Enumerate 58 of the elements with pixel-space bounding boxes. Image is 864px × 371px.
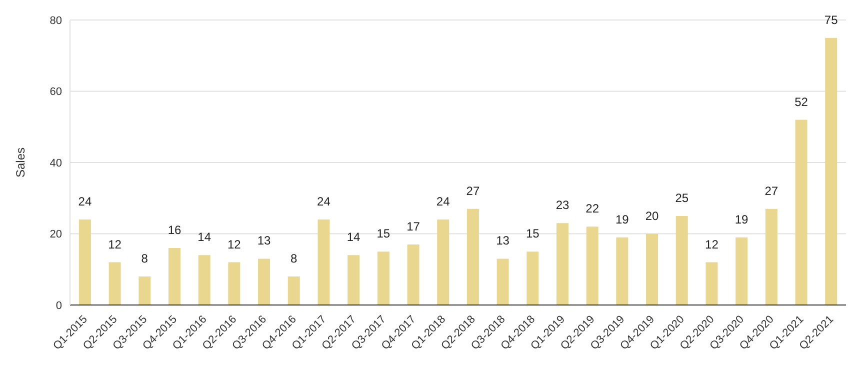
data-label: 8 bbox=[290, 252, 298, 266]
data-label: 13 bbox=[496, 234, 510, 248]
bar bbox=[198, 255, 210, 305]
y-tick-label: 0 bbox=[56, 300, 62, 312]
bar bbox=[646, 234, 658, 305]
bar bbox=[556, 223, 568, 305]
data-label: 16 bbox=[168, 223, 182, 237]
bar bbox=[526, 252, 539, 305]
bar bbox=[586, 226, 598, 305]
data-label: 27 bbox=[466, 184, 480, 198]
data-label: 24 bbox=[78, 194, 92, 208]
bar bbox=[108, 262, 121, 305]
data-label: 19 bbox=[616, 212, 630, 226]
data-label: 15 bbox=[376, 226, 390, 241]
data-label: 14 bbox=[346, 230, 361, 244]
bar bbox=[765, 208, 778, 305]
data-label: 52 bbox=[794, 94, 808, 109]
data-label: 14 bbox=[198, 230, 212, 244]
bar bbox=[706, 262, 718, 305]
bar bbox=[616, 237, 628, 305]
data-label: 25 bbox=[675, 190, 689, 205]
bar bbox=[348, 255, 360, 305]
bar bbox=[318, 220, 330, 305]
bar bbox=[377, 252, 390, 305]
data-label: 19 bbox=[734, 212, 749, 226]
data-label: 13 bbox=[257, 234, 272, 248]
data-label: 8 bbox=[141, 252, 148, 266]
data-label: 17 bbox=[406, 219, 420, 234]
bar bbox=[78, 220, 91, 305]
bar bbox=[496, 258, 509, 305]
bar bbox=[228, 262, 240, 305]
data-label: 24 bbox=[317, 194, 331, 208]
y-tick-label: 80 bbox=[50, 14, 62, 27]
bar bbox=[736, 237, 748, 305]
bar bbox=[407, 244, 420, 305]
bar bbox=[437, 220, 450, 305]
bar bbox=[168, 248, 180, 305]
data-label: 75 bbox=[824, 12, 838, 27]
data-label: 24 bbox=[436, 194, 450, 208]
y-axis-title: Sales bbox=[13, 147, 28, 178]
bar bbox=[258, 258, 270, 305]
y-tick-label: 60 bbox=[50, 86, 62, 98]
y-tick-label: 40 bbox=[50, 157, 62, 170]
data-label: 12 bbox=[228, 237, 242, 252]
bar bbox=[676, 216, 688, 305]
y-tick-label: 20 bbox=[50, 228, 62, 241]
bar bbox=[466, 208, 479, 305]
bar bbox=[138, 276, 151, 305]
data-label: 22 bbox=[586, 202, 600, 216]
data-label: 27 bbox=[764, 184, 778, 198]
data-label: 15 bbox=[526, 226, 540, 241]
bar bbox=[825, 38, 838, 305]
data-label: 23 bbox=[556, 198, 570, 212]
data-label: 20 bbox=[645, 208, 660, 223]
bar bbox=[288, 276, 300, 305]
bar bbox=[795, 120, 808, 305]
data-label: 12 bbox=[705, 237, 719, 252]
data-label: 12 bbox=[108, 237, 122, 252]
